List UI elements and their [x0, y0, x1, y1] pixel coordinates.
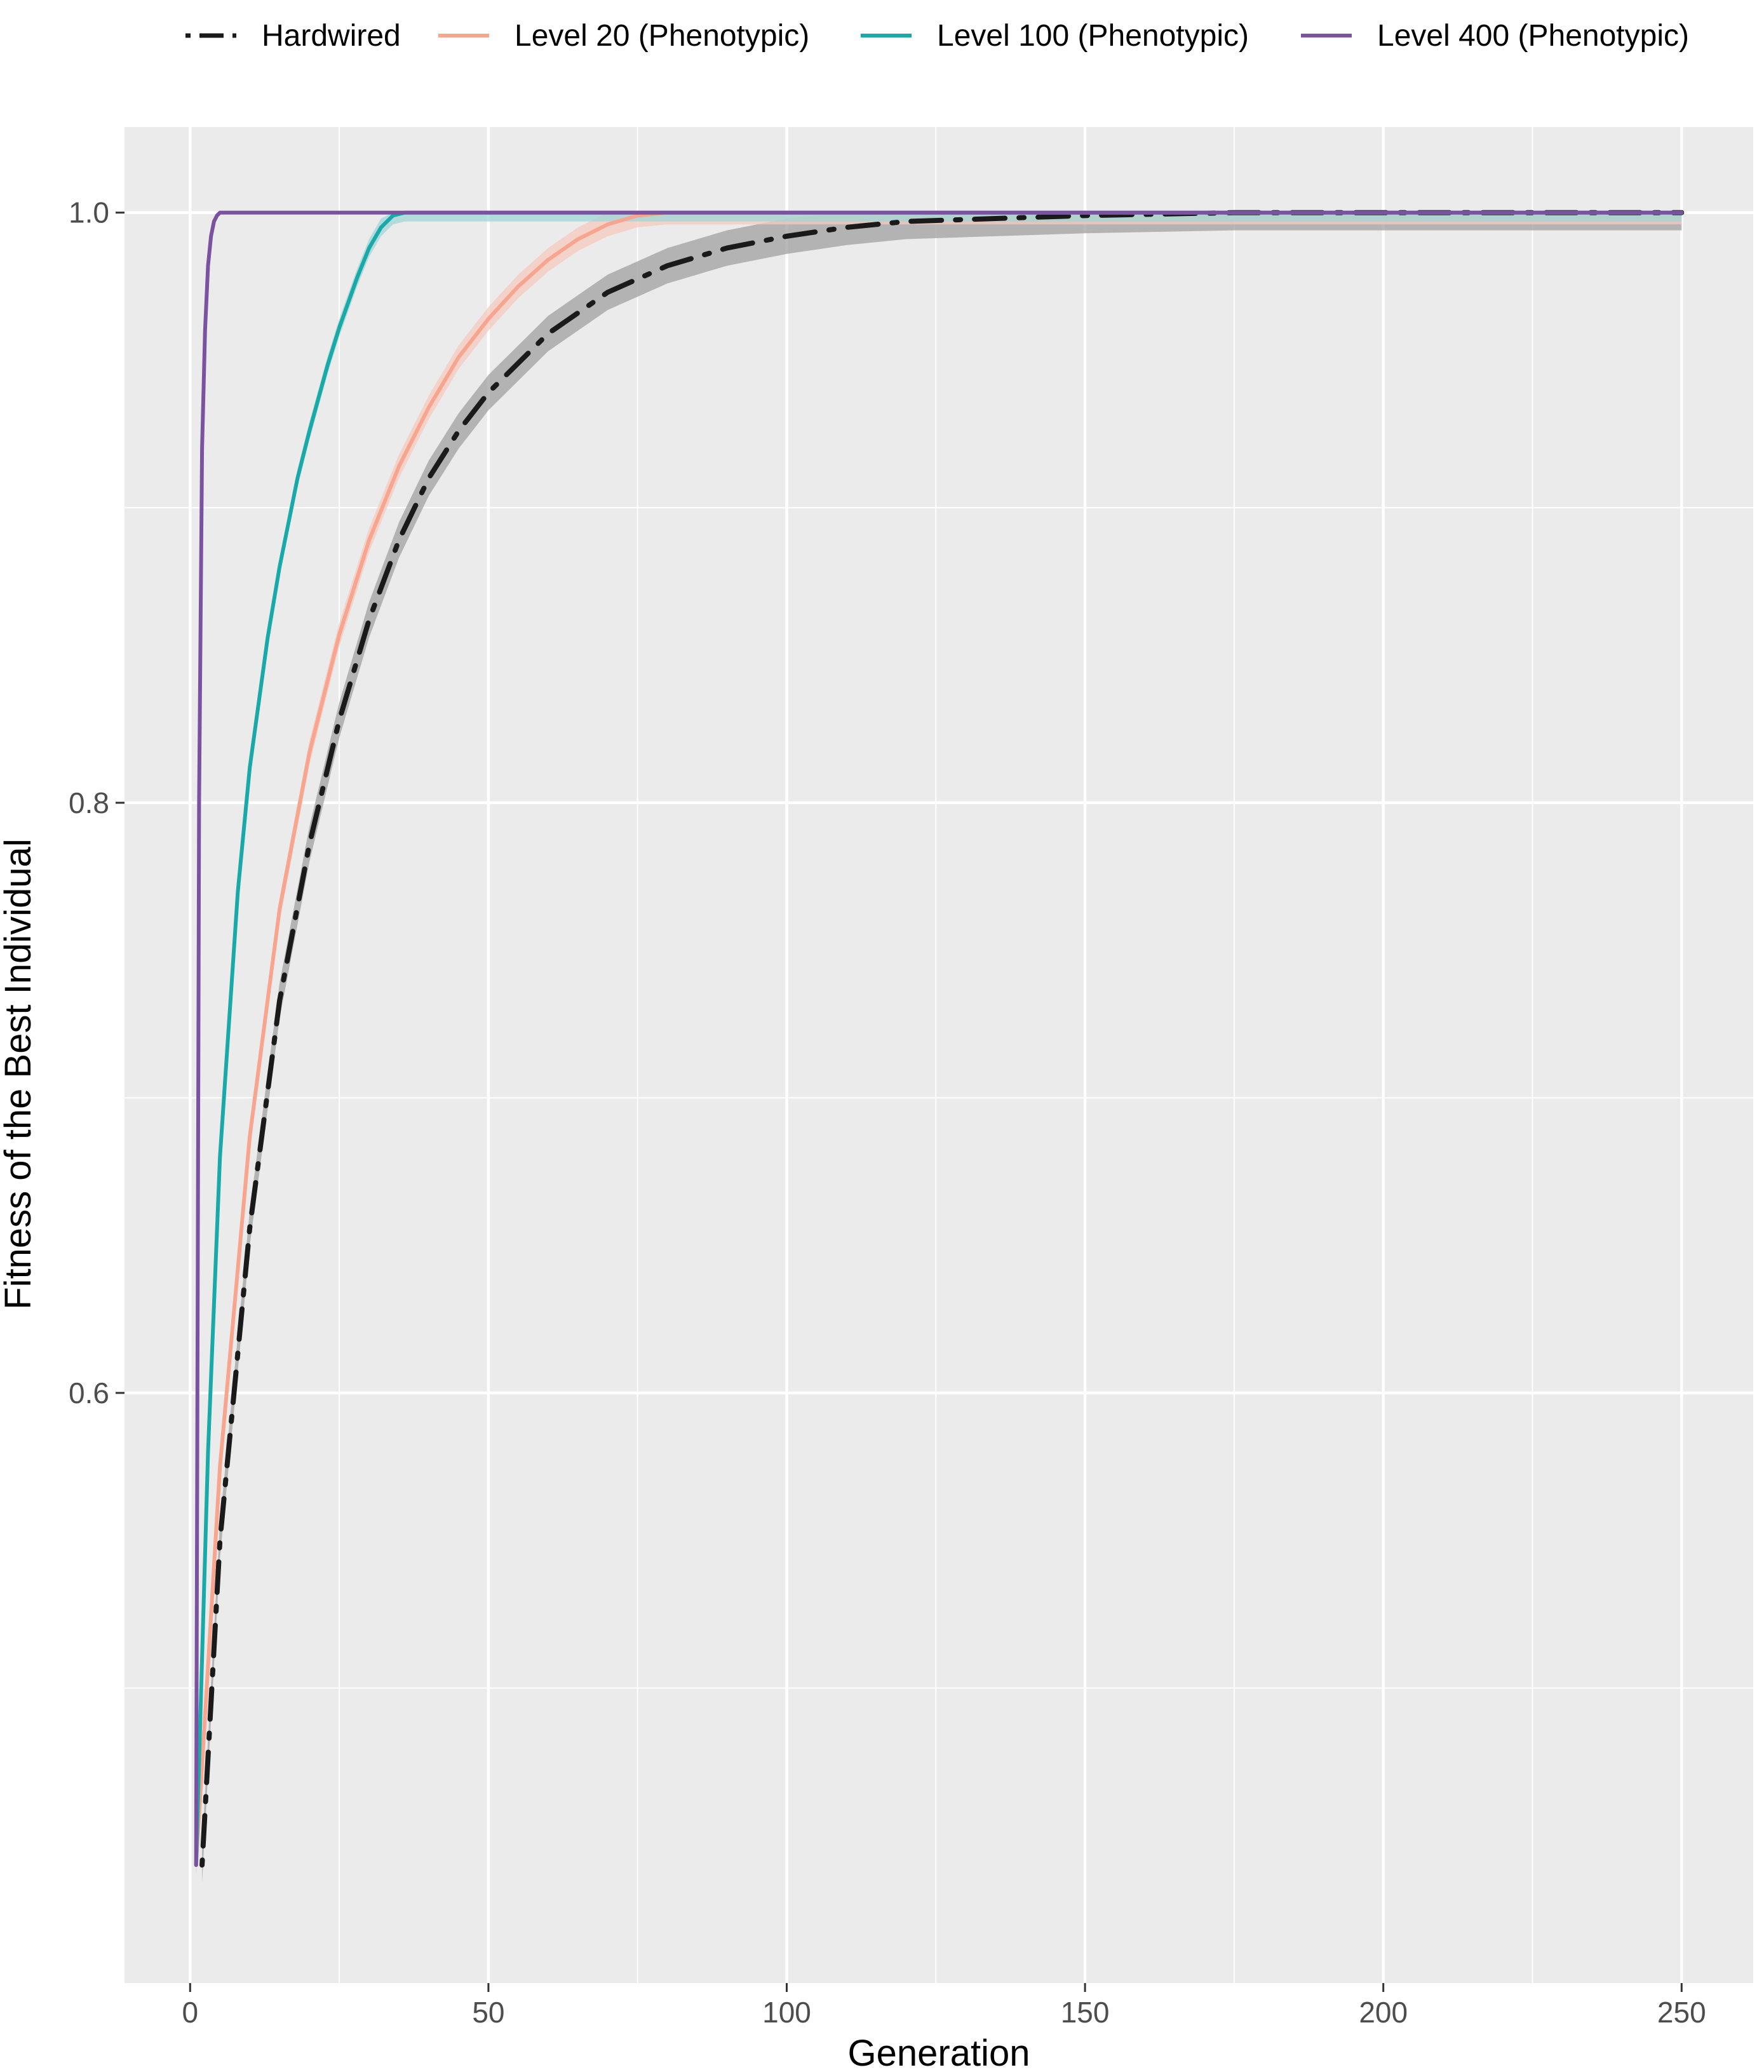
- legend: Hardwired Level 20 (Phenotypic) Level 100 …: [185, 19, 1689, 53]
- y-tick-label: 0.6: [69, 1376, 109, 1409]
- legend-label-2: Level 100 (Phenotypic): [937, 19, 1249, 53]
- legend-label-1: Level 20 (Phenotypic): [515, 19, 809, 53]
- plot-panel: [125, 127, 1753, 1983]
- y-tick-label: 0.8: [69, 786, 109, 819]
- y-axis-title: Fitness of the Best Individual: [0, 838, 39, 1310]
- x-tick-label: 250: [1657, 1996, 1706, 2029]
- x-axis-title: Generation: [848, 2033, 1030, 2072]
- series-line-1: [194, 210, 1684, 1867]
- x-tick-label: 200: [1359, 1996, 1408, 2029]
- series-line-2: [194, 210, 1684, 1867]
- x-axis: 0 50 100 150 200 250: [182, 1983, 1706, 2029]
- legend-label-0: Hardwired: [262, 19, 401, 53]
- minor-gridlines: [125, 127, 1753, 1983]
- x-tick-label: 100: [762, 1996, 811, 2029]
- y-axis: 0.6 0.8 1.0: [69, 196, 125, 1409]
- x-tick-label: 50: [472, 1996, 504, 2029]
- series-line-0: [199, 210, 1685, 1868]
- x-tick-label: 150: [1061, 1996, 1110, 2029]
- legend-label-3: Level 400 (Phenotypic): [1377, 19, 1689, 53]
- major-gridlines: [125, 127, 1753, 1983]
- x-tick-label: 0: [182, 1996, 199, 2029]
- y-tick-label: 1.0: [69, 196, 109, 229]
- series-line-3: [194, 210, 1684, 1867]
- series-lines: [194, 210, 1685, 1868]
